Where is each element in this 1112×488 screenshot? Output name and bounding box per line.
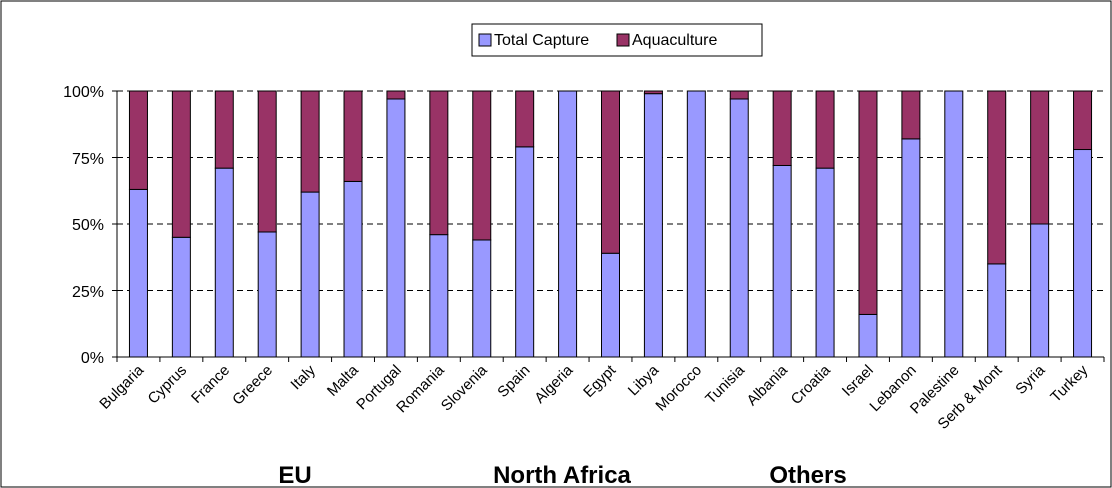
bar-aquaculture-israel: [858, 90, 878, 315]
bar-total-capture-greece: [257, 231, 277, 358]
y-tick-label-0: 0%: [81, 350, 104, 367]
bar-total-capture-lebanon: [901, 138, 921, 358]
bar-total-capture-libya: [643, 93, 663, 358]
bar-total-capture-malta: [343, 180, 363, 358]
bar-total-capture-france: [214, 167, 234, 358]
bar-total-capture-syria: [1030, 223, 1050, 358]
legend-label-aquaculture: Aquaculture: [632, 32, 717, 49]
bar-aquaculture-lebanon: [901, 90, 921, 140]
bar-aquaculture-romania: [429, 90, 449, 236]
bars: [128, 90, 1093, 358]
bar-aquaculture-croatia: [815, 90, 835, 169]
bar-total-capture-slovenia: [472, 239, 492, 358]
legend: Total Capture Aquaculture: [471, 23, 763, 57]
axes: [112, 90, 1105, 362]
bar-total-capture-morocco: [686, 90, 706, 358]
bar-aquaculture-italy: [300, 90, 320, 193]
bar-total-capture-croatia: [815, 167, 835, 358]
y-tick-label-50: 50%: [72, 217, 104, 234]
bar-aquaculture-libya: [643, 90, 663, 95]
bar-total-capture-italy: [300, 191, 320, 358]
bar-total-capture-turkey: [1073, 149, 1093, 358]
bar-aquaculture-serb-mont: [987, 90, 1007, 265]
bar-total-capture-tunisia: [729, 98, 749, 358]
bar-aquaculture-greece: [257, 90, 277, 233]
y-tick-label-25: 25%: [72, 284, 104, 301]
bar-total-capture-israel: [858, 313, 878, 358]
bar-aquaculture-albania: [772, 90, 792, 166]
group-label-others: Others: [769, 462, 846, 488]
group-label-eu: EU: [278, 462, 311, 488]
bar-aquaculture-syria: [1030, 90, 1050, 225]
bar-total-capture-egypt: [601, 252, 620, 358]
y-tick-label-100: 100%: [63, 84, 104, 101]
bar-total-capture-spain: [515, 146, 535, 358]
bar-aquaculture-portugal: [386, 90, 406, 100]
y-axis: 0% 25% 50% 75% 100%: [63, 84, 104, 367]
group-label-north-africa: North Africa: [493, 462, 631, 488]
bar-aquaculture-egypt: [601, 90, 620, 254]
bar-aquaculture-spain: [515, 90, 535, 148]
legend-swatch-aquaculture: [616, 33, 630, 47]
bar-aquaculture-malta: [343, 90, 363, 182]
bar-total-capture-albania: [772, 164, 792, 358]
legend-label-total-capture: Total Capture: [494, 32, 589, 49]
group-labels: EU North Africa Others: [278, 462, 846, 488]
bar-aquaculture-tunisia: [729, 90, 749, 100]
bar-total-capture-portugal: [386, 98, 406, 358]
bar-aquaculture-cyprus: [171, 90, 191, 238]
bar-aquaculture-slovenia: [472, 90, 492, 241]
legend-swatch-total-capture: [478, 33, 492, 47]
bar-total-capture-cyprus: [171, 236, 191, 358]
bar-aquaculture-turkey: [1073, 90, 1093, 151]
bar-total-capture-algeria: [558, 90, 578, 358]
bar-aquaculture-bulgaria: [128, 90, 148, 190]
bar-total-capture-palestine: [944, 90, 964, 358]
bar-total-capture-romania: [429, 234, 449, 358]
y-tick-label-75: 75%: [72, 151, 104, 168]
bar-total-capture-bulgaria: [128, 188, 148, 358]
bar-aquaculture-france: [214, 90, 234, 169]
bar-total-capture-serb-mont: [987, 263, 1007, 358]
